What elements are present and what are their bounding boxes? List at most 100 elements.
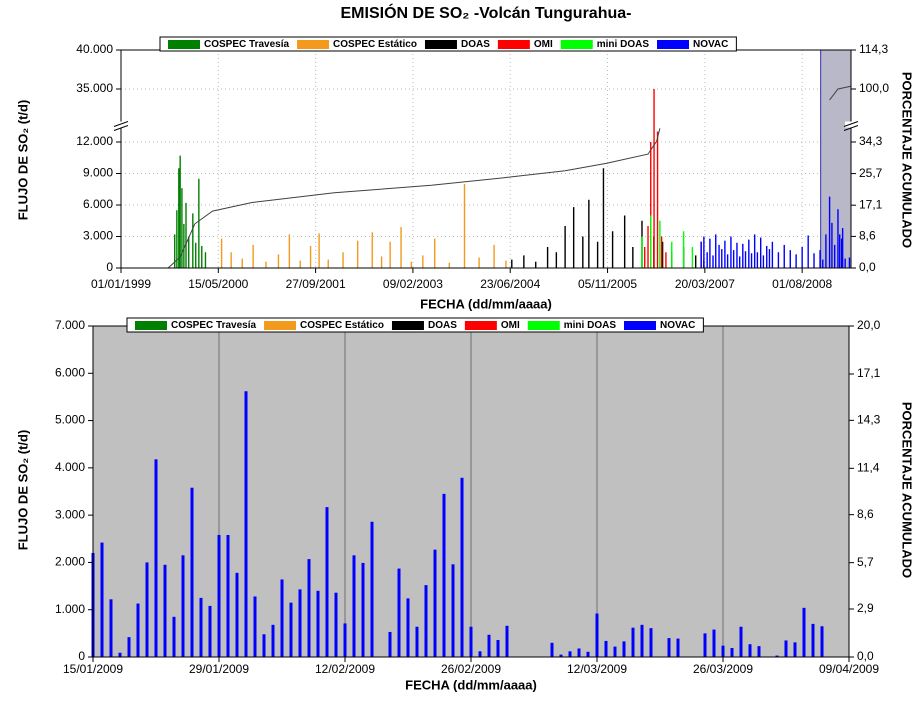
bar [280, 579, 284, 657]
legend-label: COSPEC Estático [333, 39, 417, 50]
bar [840, 238, 843, 268]
bar [478, 257, 480, 268]
bar [192, 213, 194, 268]
y-tick-label: 0 [106, 260, 113, 274]
bar [288, 234, 291, 268]
chart-title: EMISIÓN DE SO₂ -Volcán Tungurahua- [341, 3, 632, 22]
bar [342, 252, 344, 268]
bar [204, 252, 207, 268]
bar [145, 562, 149, 657]
bar [623, 215, 626, 268]
bar [178, 168, 180, 268]
bar [356, 240, 359, 268]
bar [190, 487, 194, 657]
y2-axis-title: PORCENTAJE ACUMULADO [900, 402, 915, 578]
bar [163, 564, 167, 657]
y2-tick-label: 8,6 [859, 229, 876, 243]
bar [768, 249, 771, 268]
bar [460, 477, 464, 657]
y2-tick-label: 25,7 [859, 166, 883, 180]
y-tick-label: 5.000 [55, 413, 85, 427]
bar [478, 651, 482, 657]
bar [442, 493, 446, 657]
bar [841, 228, 844, 268]
y-tick-label: 6.000 [83, 197, 113, 211]
y2-tick-label: 20,0 [857, 318, 881, 332]
bar [451, 564, 455, 657]
bar [325, 507, 329, 657]
x-tick-label: 09/04/2009 [819, 662, 879, 676]
bar [388, 631, 392, 657]
legend-swatch [297, 40, 330, 49]
bar [753, 234, 756, 268]
bar [136, 603, 140, 657]
bar [555, 252, 558, 268]
y2-tick-label: 14,3 [857, 413, 881, 427]
bar [759, 237, 762, 268]
x-tick-label: 20/03/2007 [675, 277, 735, 291]
x-tick-label: 26/03/2009 [693, 662, 753, 676]
bar [756, 252, 759, 268]
bar [448, 262, 451, 268]
x-tick-label: 12/03/2009 [567, 662, 627, 676]
bar [766, 245, 768, 268]
bar [661, 241, 664, 268]
bar [718, 244, 720, 268]
bar [546, 247, 549, 268]
bar [724, 240, 726, 268]
bar [653, 89, 655, 268]
bar [434, 238, 436, 268]
y2-tick-label: 17,1 [859, 197, 883, 211]
bar [230, 252, 232, 268]
legend-label: DOAS [428, 320, 457, 331]
bar [588, 199, 590, 268]
x-tick-label: 01/01/1999 [91, 277, 151, 291]
bar [602, 168, 605, 268]
bar [801, 247, 803, 268]
legend-swatch [560, 40, 593, 49]
bar [825, 234, 827, 268]
bar [415, 626, 419, 657]
bar [277, 254, 280, 268]
bar [660, 236, 663, 268]
bar [572, 207, 575, 268]
bar [641, 236, 643, 268]
legend-label: NOVAC [660, 320, 695, 331]
x-tick-label: 09/02/2003 [383, 277, 443, 291]
bar [775, 655, 779, 657]
bar [307, 559, 311, 657]
bar [819, 250, 821, 268]
x-tick-label: 26/02/2009 [441, 662, 501, 676]
bar [299, 260, 301, 268]
y-tick-label: 9.000 [83, 166, 113, 180]
y2-tick-label: 34,3 [859, 134, 883, 148]
bar [397, 568, 401, 657]
bar [343, 623, 347, 657]
cumulative-line [167, 85, 852, 269]
bar [748, 239, 750, 268]
bar [712, 629, 716, 657]
y2-tick-label: 0,0 [857, 649, 874, 663]
x-tick-label: 15/01/2009 [63, 662, 123, 676]
x-tick-label: 05/11/2005 [578, 277, 637, 291]
bar [179, 155, 181, 268]
bar [676, 638, 680, 657]
y-tick-label: 2.000 [55, 555, 85, 569]
bar [568, 651, 572, 657]
bar [422, 255, 424, 268]
bar [185, 202, 187, 268]
bar [201, 245, 203, 268]
legend-swatch [464, 321, 497, 330]
bar [706, 252, 708, 268]
legend-label: COSPEC Estático [300, 320, 384, 331]
bar [822, 259, 824, 268]
legend-swatch [168, 40, 200, 49]
bar [586, 651, 590, 657]
bar [334, 592, 338, 657]
bar [400, 227, 402, 268]
bar [174, 234, 176, 268]
bar [217, 535, 221, 657]
bar [738, 256, 741, 268]
bar [703, 633, 707, 657]
bar [172, 616, 176, 657]
